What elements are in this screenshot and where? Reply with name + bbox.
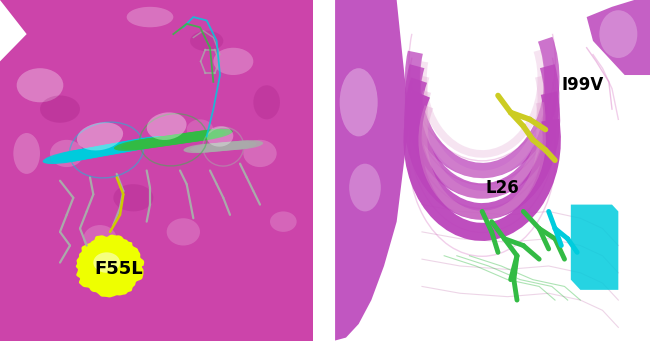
Polygon shape	[0, 0, 333, 341]
Ellipse shape	[210, 141, 250, 151]
Text: L26: L26	[486, 179, 519, 196]
Ellipse shape	[122, 137, 174, 150]
Ellipse shape	[340, 68, 378, 136]
Ellipse shape	[17, 68, 63, 102]
Ellipse shape	[114, 138, 167, 151]
Ellipse shape	[183, 144, 224, 153]
Ellipse shape	[83, 225, 116, 252]
Ellipse shape	[270, 211, 296, 232]
Polygon shape	[0, 0, 27, 61]
Ellipse shape	[129, 136, 181, 149]
Ellipse shape	[197, 143, 237, 152]
Ellipse shape	[77, 122, 123, 150]
Ellipse shape	[43, 149, 99, 164]
Ellipse shape	[113, 184, 153, 211]
Polygon shape	[571, 205, 618, 290]
Text: I99V: I99V	[562, 76, 604, 94]
Polygon shape	[0, 0, 296, 341]
Ellipse shape	[115, 136, 171, 151]
Ellipse shape	[224, 140, 263, 150]
Ellipse shape	[254, 85, 280, 119]
Ellipse shape	[213, 48, 254, 75]
Ellipse shape	[50, 140, 83, 167]
Ellipse shape	[190, 31, 224, 51]
Ellipse shape	[127, 7, 174, 27]
Ellipse shape	[14, 133, 40, 174]
Ellipse shape	[243, 140, 277, 167]
Polygon shape	[333, 0, 410, 341]
Ellipse shape	[203, 142, 243, 151]
Ellipse shape	[207, 126, 233, 147]
Ellipse shape	[83, 142, 138, 157]
Ellipse shape	[158, 132, 211, 145]
Ellipse shape	[91, 140, 147, 155]
Polygon shape	[313, 0, 333, 341]
Ellipse shape	[40, 95, 80, 123]
Ellipse shape	[58, 146, 114, 161]
Ellipse shape	[187, 119, 213, 140]
Ellipse shape	[75, 143, 131, 158]
Ellipse shape	[166, 218, 200, 246]
Ellipse shape	[151, 133, 203, 146]
Ellipse shape	[349, 164, 381, 211]
Polygon shape	[76, 235, 144, 297]
Ellipse shape	[143, 134, 196, 147]
Ellipse shape	[190, 143, 230, 152]
Ellipse shape	[136, 135, 188, 148]
Ellipse shape	[216, 141, 257, 150]
Ellipse shape	[99, 139, 155, 154]
Ellipse shape	[107, 137, 162, 152]
Ellipse shape	[165, 131, 218, 144]
Polygon shape	[333, 0, 650, 341]
Ellipse shape	[180, 129, 233, 142]
Polygon shape	[587, 0, 650, 75]
Ellipse shape	[599, 10, 638, 58]
Ellipse shape	[67, 145, 123, 160]
Ellipse shape	[51, 148, 107, 163]
Text: F55L: F55L	[94, 261, 142, 278]
Ellipse shape	[94, 252, 120, 273]
Ellipse shape	[173, 130, 226, 143]
Ellipse shape	[147, 113, 187, 140]
